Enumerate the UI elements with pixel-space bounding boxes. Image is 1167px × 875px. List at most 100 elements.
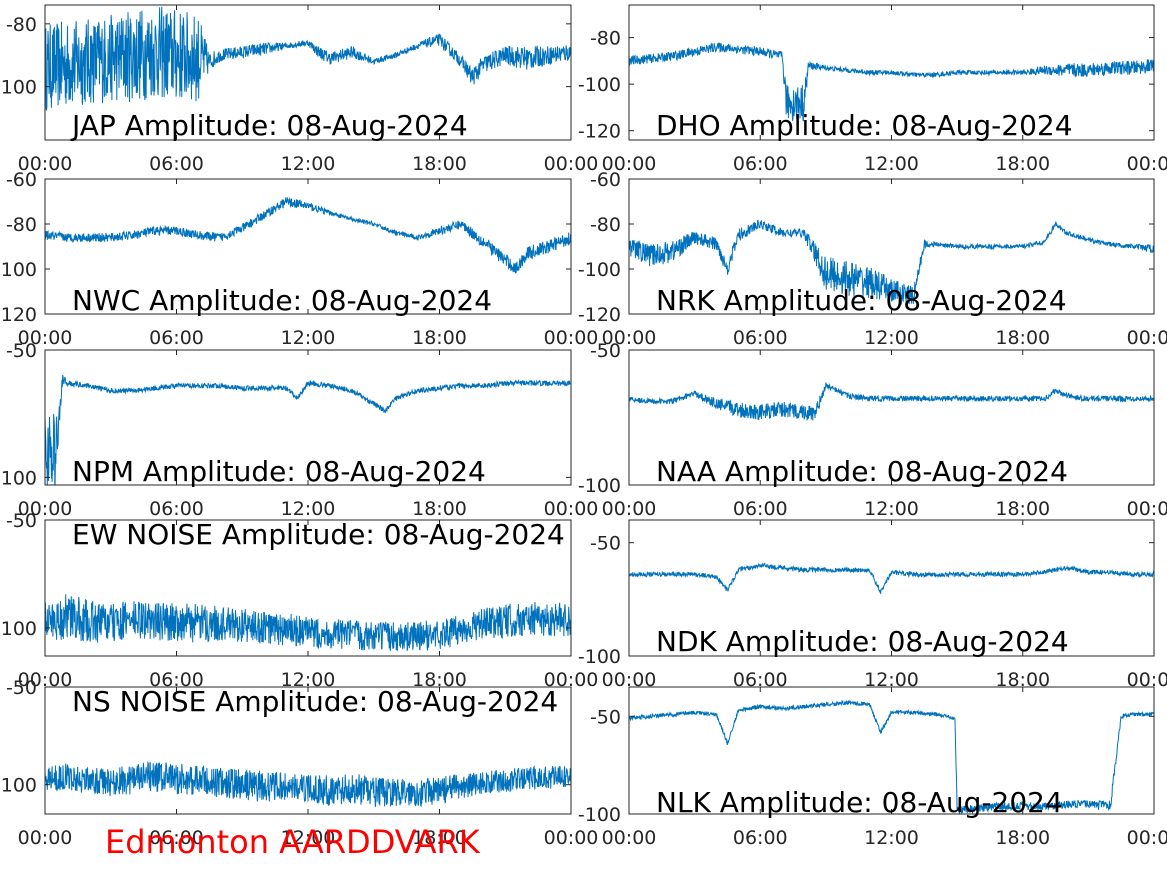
- x-tick-label: 18:00: [412, 827, 467, 849]
- x-tick-label: 18:00: [412, 498, 467, 520]
- chart-panel: 00:00 06:00 12:00 18:00 00:00 -50 -100 NLK Ampl…: [578, 686, 1167, 849]
- series-line: [45, 197, 571, 274]
- chart-panel: 00:00 06:00 12:00 18:00 00:00 -50 -100 NDK Ampl…: [578, 519, 1167, 691]
- x-tick-label: 00:00: [1127, 827, 1167, 849]
- series-line: [45, 760, 571, 808]
- x-tick-label: 06:00: [149, 153, 204, 175]
- x-tick-label: 18:00: [995, 827, 1050, 849]
- series-line: [629, 219, 1154, 305]
- x-tick-label: 12:00: [281, 669, 336, 691]
- x-tick-label: 18:00: [412, 153, 467, 175]
- footer-label: Edmonton AARDDVARK: [105, 823, 480, 861]
- x-tick-label: 00:00: [544, 827, 599, 849]
- x-tick-label: 06:00: [149, 327, 204, 349]
- x-tick-label: 00:00: [544, 669, 599, 691]
- x-tick-label: 00:00: [602, 327, 657, 349]
- series-line: [45, 374, 571, 485]
- x-tick-label: 00:00: [1127, 153, 1167, 175]
- x-tick-label: 12:00: [864, 827, 919, 849]
- x-tick-label: 06:00: [733, 669, 788, 691]
- x-tick-label: 00:00: [544, 153, 599, 175]
- series-line: [629, 563, 1154, 594]
- series-line: [45, 594, 571, 652]
- x-tick-label: 00:00: [18, 153, 73, 175]
- chart-panel: 00:00 06:00 12:00 18:00 00:00 -80 -100 -120 DHO …: [578, 4, 1167, 175]
- chart-title: NAA Amplitude: 08-Aug-2024: [656, 455, 1068, 488]
- x-tick-label: 00:00: [1127, 327, 1167, 349]
- x-tick-label: 12:00: [281, 498, 336, 520]
- x-tick-label: 12:00: [864, 327, 919, 349]
- x-tick-label: 18:00: [995, 327, 1050, 349]
- x-tick-label: 18:00: [412, 669, 467, 691]
- x-tick-label: 06:00: [733, 498, 788, 520]
- chart-panel: 00:00 06:00 12:00 18:00 00:00 -80 100 JAP Ampli…: [1, 4, 599, 175]
- x-tick-label: 06:00: [149, 498, 204, 520]
- y-tick-label: -120: [578, 304, 621, 326]
- chart-panel: 00:00 06:00 12:00 18:00 00:00 -50 100 NS NOISE …: [1, 677, 599, 849]
- x-tick-label: 12:00: [864, 153, 919, 175]
- series-line: [629, 699, 1154, 814]
- y-tick-label: -60: [590, 169, 621, 191]
- x-tick-label: 00:00: [544, 327, 599, 349]
- y-tick-label: 100: [1, 775, 37, 797]
- x-tick-label: 06:00: [149, 669, 204, 691]
- x-tick-label: 00:00: [18, 498, 73, 520]
- x-tick-label: 12:00: [281, 327, 336, 349]
- chart-title: NRK Amplitude: 08-Aug-2024: [656, 284, 1067, 317]
- series-line: [629, 382, 1154, 421]
- x-tick-label: 18:00: [995, 498, 1050, 520]
- y-tick-label: 100: [1, 259, 37, 281]
- y-tick-label: -100: [578, 804, 621, 826]
- chart-title: JAP Amplitude: 08-Aug-2024: [70, 109, 468, 142]
- chart-title: NWC Amplitude: 08-Aug-2024: [72, 284, 492, 317]
- y-tick-label: -80: [6, 14, 37, 36]
- x-tick-label: 00:00: [1127, 669, 1167, 691]
- chart-panel: 00:00 06:00 12:00 18:00 00:00 -60 -80 100 120 NWC…: [1, 169, 599, 349]
- x-tick-label: 00:00: [1127, 498, 1167, 520]
- y-tick-label: 100: [1, 618, 37, 640]
- x-tick-label: 00:00: [602, 153, 657, 175]
- x-tick-label: 00:00: [18, 327, 73, 349]
- y-tick-label: -80: [590, 28, 621, 50]
- x-tick-label: 12:00: [864, 498, 919, 520]
- x-tick-label: 06:00: [733, 153, 788, 175]
- y-tick-label: -120: [578, 121, 621, 143]
- y-tick-label: -50: [6, 340, 37, 362]
- chart-title: EW NOISE Amplitude: 08-Aug-2024: [72, 518, 565, 551]
- chart-panel: 00:00 06:00 12:00 18:00 00:00 -60 -80 -100 -120 N…: [578, 169, 1167, 349]
- x-tick-label: 00:00: [602, 498, 657, 520]
- y-tick-label: -100: [578, 475, 621, 497]
- chart-title: NLK Amplitude: 08-Aug-2024: [656, 786, 1063, 819]
- x-tick-label: 12:00: [281, 827, 336, 849]
- y-tick-label: -50: [590, 706, 621, 728]
- series-line: [45, 6, 571, 111]
- chart-title: DHO Amplitude: 08-Aug-2024: [656, 109, 1073, 142]
- y-tick-label: 120: [1, 304, 37, 326]
- y-tick-label: -100: [578, 74, 621, 96]
- y-tick-label: 100: [1, 467, 37, 489]
- x-tick-label: 00:00: [18, 827, 73, 849]
- y-tick-label: -80: [6, 214, 37, 236]
- x-tick-label: 06:00: [149, 827, 204, 849]
- x-tick-label: 06:00: [733, 327, 788, 349]
- y-tick-label: -80: [590, 214, 621, 236]
- x-tick-label: 00:00: [18, 669, 73, 691]
- y-tick-label: -50: [6, 510, 37, 532]
- x-tick-label: 18:00: [995, 669, 1050, 691]
- x-tick-label: 00:00: [602, 827, 657, 849]
- y-tick-label: -60: [6, 169, 37, 191]
- chart-panel: 00:00 06:00 12:00 18:00 00:00 -50 100 EW NOISE …: [1, 510, 599, 691]
- chart-title: NDK Amplitude: 08-Aug-2024: [656, 625, 1069, 658]
- y-tick-label: -100: [578, 259, 621, 281]
- x-tick-label: 00:00: [602, 669, 657, 691]
- y-tick-label: -50: [590, 340, 621, 362]
- y-tick-label: -100: [578, 646, 621, 668]
- chart-title: NPM Amplitude: 08-Aug-2024: [72, 455, 486, 488]
- x-tick-label: 18:00: [995, 153, 1050, 175]
- series-line: [629, 42, 1154, 122]
- chart-panel: 00:00 06:00 12:00 18:00 00:00 -50 -100 NAA Ampl…: [578, 340, 1167, 520]
- chart-panel: 00:00 06:00 12:00 18:00 00:00 -50 100 NPM Ampli…: [1, 340, 599, 520]
- y-tick-label: -50: [6, 677, 37, 699]
- x-tick-label: 00:00: [544, 498, 599, 520]
